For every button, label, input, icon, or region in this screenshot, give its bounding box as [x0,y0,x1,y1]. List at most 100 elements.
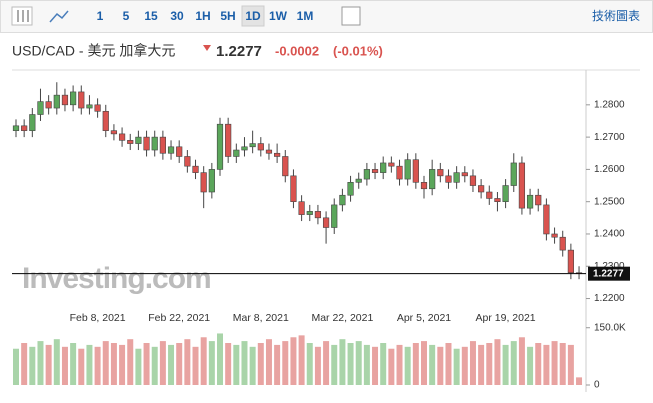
toolbar [0,0,653,33]
last-price-box [588,266,630,281]
interval-button[interactable]: 5 [123,9,130,23]
candle-body [61,94,69,106]
interval-button[interactable]: 1H [195,9,210,23]
volume-bar [184,339,191,385]
last-price: 1.2277 [216,43,262,60]
tech-chart-link[interactable]: 技術圖表 [592,9,640,23]
interval-button[interactable]: 5H [220,9,235,23]
volume-bar [176,343,183,385]
volume-bar [257,343,264,385]
candle-body [225,123,232,157]
volume-bar [527,346,534,385]
volume-bar [404,346,411,385]
interval-button[interactable]: 1M [297,9,314,23]
volume-bar [355,341,362,385]
volume-bar [249,346,256,385]
volume-bar [306,343,313,385]
volume-bar [233,344,240,385]
settings-icon[interactable] [341,6,361,26]
volume-bar [453,348,460,385]
x-tick-label: Mar 22, 2021 [311,312,373,324]
volume-bar [13,348,19,385]
volume-bar [429,344,436,385]
last-price-label: 1.2277 [593,268,624,279]
candle-body [200,172,207,193]
candle-body [241,146,248,151]
interval-button[interactable]: 1 [97,9,104,23]
candle-body [469,175,477,186]
candle-body [151,136,158,151]
volume-bar [535,343,542,385]
volume-bar [70,343,77,385]
candle-body [420,182,428,190]
chart-title: USD/CAD - 美元 加拿大元 [12,43,175,59]
volume-bar [380,343,387,385]
x-tick-label: Feb 8, 2021 [70,312,126,324]
candle-body [461,172,468,177]
candle-body [184,156,191,167]
change: -0.0002 [275,43,319,58]
volume-bar [135,348,142,385]
volume-bar [469,341,476,385]
candle-body [551,233,558,238]
candle-body [322,217,330,228]
candle-body [535,194,542,206]
x-tick-label: Apr 19, 2021 [476,312,536,324]
y-tick-label: 1.2400 [594,229,625,240]
interval-button[interactable]: 1D [245,9,261,23]
candle-body [502,185,509,202]
volume-bar [53,339,60,385]
candle-body [453,172,460,183]
candle-icon[interactable] [11,6,33,26]
candle-body [110,130,118,135]
y-tick-label: 1.2300 [594,261,625,272]
candle-body [404,159,411,180]
candle-body [526,194,534,209]
candle-body [510,162,517,186]
volume-bar [323,341,330,385]
volume-bar [363,344,370,385]
interval-button[interactable]: 30 [170,9,184,23]
volume-bar [200,337,207,385]
volume-bar [61,346,68,385]
interval-button[interactable]: 1W [269,9,288,23]
candle-body [12,125,20,131]
y-tick-label: 1.2800 [594,99,625,110]
volume-bar [412,343,419,385]
volume-bar [282,341,289,385]
candle-body [21,125,28,131]
candle-body [355,178,362,183]
candle-body [216,123,224,170]
down-arrow [203,45,211,51]
candle-body [176,146,183,157]
candle-body [192,165,199,173]
volume-bar [241,341,248,385]
volume-bar [192,346,199,385]
candle-body [78,91,85,109]
volume-bar [510,341,517,385]
candle-body [118,133,126,141]
volume-bar [567,344,574,385]
candle-body [445,175,452,183]
candle-body [314,211,322,219]
volume-bar [502,344,509,385]
volume-bar [347,343,354,385]
volume-bar [151,346,158,385]
volume-tick-label: 0 [594,380,600,391]
candle-body [478,185,485,193]
candle-body [37,101,44,115]
candle-body [347,182,354,196]
volume-bar [518,337,525,385]
candle-body [543,204,550,235]
candle-body [127,140,134,144]
y-tick-label: 1.2500 [594,196,625,207]
interval-button[interactable]: 15 [144,9,158,23]
y-tick-label: 1.2700 [594,132,625,143]
volume-bar [21,343,28,385]
candle-body [388,162,395,167]
line-icon[interactable] [49,10,69,23]
volume-bar [298,335,305,385]
volume-bar [119,344,126,385]
